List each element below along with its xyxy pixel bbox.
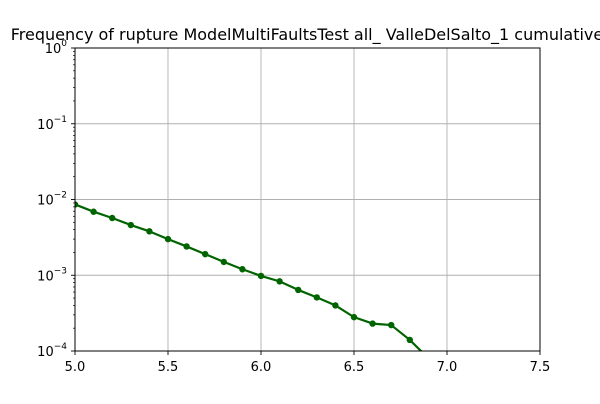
y-tick-base: 10 [37,345,54,360]
series-group [75,201,423,351]
x-tick-label: 5.5 [158,360,179,375]
y-tick-exponent: −4 [54,342,68,352]
y-tick-exponent: −3 [54,266,67,276]
x-tick-label: 5.0 [65,360,86,375]
x-tick-label: 6.0 [251,360,272,375]
y-tick-label: 10−4 [37,342,67,360]
x-tick-label: 7.0 [437,360,458,375]
axes-frame [74,47,541,352]
data-point [75,201,79,208]
series-line [75,203,423,351]
y-tick-base: 10 [45,42,62,57]
y-tick-exponent: −2 [54,191,67,201]
y-tick-base: 10 [37,194,54,209]
y-tick-label: 100 [45,39,68,57]
y-tick-label: 10−3 [37,266,67,284]
y-tick-label: 10−2 [37,191,67,209]
x-tick-label: 6.5 [344,360,365,375]
y-tick-exponent: −1 [54,115,67,125]
x-tick-label: 7.5 [530,360,551,375]
y-tick-exponent: 0 [61,39,67,49]
y-tick-base: 10 [37,118,54,133]
chart-title: Frequency of rupture ModelMultiFaultsTes… [11,25,600,45]
y-tick-label: 10−1 [37,115,67,133]
y-tick-base: 10 [37,269,54,284]
